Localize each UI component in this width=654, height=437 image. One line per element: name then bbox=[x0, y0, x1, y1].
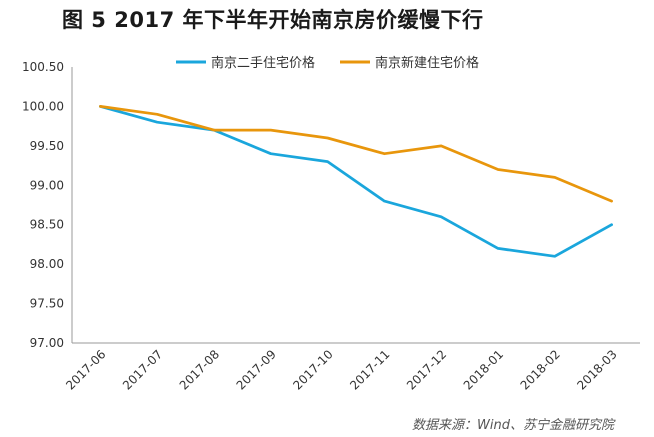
data-point bbox=[212, 128, 216, 132]
data-point bbox=[326, 136, 330, 140]
y-tick-label: 100.00 bbox=[22, 99, 64, 113]
x-tick-label: 2018-03 bbox=[574, 347, 619, 392]
plot-series bbox=[98, 104, 614, 258]
x-tick-label: 2017-12 bbox=[404, 347, 449, 392]
x-tick-label: 2017-07 bbox=[120, 347, 165, 392]
data-point bbox=[155, 120, 159, 124]
data-point bbox=[269, 128, 273, 132]
legend-label-1: 南京二手住宅价格 bbox=[211, 55, 315, 71]
data-point bbox=[326, 160, 330, 164]
data-point bbox=[269, 152, 273, 156]
data-point bbox=[610, 223, 614, 227]
x-tick-label: 2017-09 bbox=[234, 347, 279, 392]
x-tick-label: 2018-01 bbox=[461, 347, 506, 392]
x-tick-label: 2018-02 bbox=[518, 347, 563, 392]
y-tick-label: 97.00 bbox=[30, 336, 64, 350]
x-tick-label: 2017-08 bbox=[177, 347, 222, 392]
series-line-1 bbox=[99, 105, 613, 258]
data-point bbox=[382, 152, 386, 156]
x-axis: 2017-06 2017-07 2017-08 2017-09 2017-10 2017-… bbox=[63, 342, 640, 393]
y-axis: 97.00 97.50 98.00 98.50 99.00 99.50 100.00 100.… bbox=[22, 60, 73, 350]
source-note: 数据来源：Wind、苏宁金融研究院 bbox=[412, 418, 614, 433]
y-tick-label: 98.50 bbox=[30, 218, 64, 232]
data-point bbox=[610, 199, 614, 203]
data-point bbox=[553, 254, 557, 258]
chart-legend: 南京二手住宅价格 南京新建住宅价格 bbox=[176, 55, 479, 71]
y-tick-label: 99.50 bbox=[30, 139, 64, 153]
x-tick-label: 2017-10 bbox=[290, 347, 335, 392]
data-point bbox=[439, 144, 443, 148]
legend-label-2: 南京新建住宅价格 bbox=[375, 55, 479, 71]
data-point bbox=[98, 104, 102, 108]
data-point bbox=[496, 246, 500, 250]
x-tick-label: 2017-11 bbox=[347, 347, 392, 392]
y-tick-label: 97.50 bbox=[30, 297, 64, 311]
data-point bbox=[553, 175, 557, 179]
data-point bbox=[439, 215, 443, 219]
data-point bbox=[496, 168, 500, 172]
series-line-2 bbox=[99, 105, 613, 203]
x-tick-label: 2017-06 bbox=[63, 347, 108, 392]
y-tick-label: 100.50 bbox=[22, 60, 64, 74]
data-point bbox=[155, 112, 159, 116]
y-tick-label: 99.00 bbox=[30, 178, 64, 192]
y-tick-label: 98.00 bbox=[30, 257, 64, 271]
chart-title: 图 5 2017 年下半年开始南京房价缓慢下行 bbox=[62, 8, 484, 32]
data-point bbox=[382, 199, 386, 203]
